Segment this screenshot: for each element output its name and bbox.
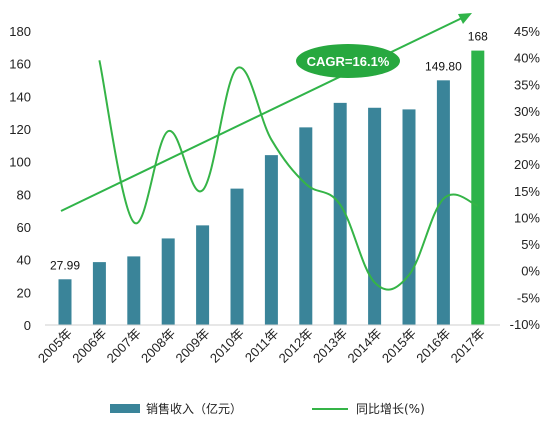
right-tick-label: 40% bbox=[514, 51, 540, 66]
bar bbox=[196, 225, 210, 325]
legend: 销售收入（亿元） 同比增长(%) bbox=[110, 401, 425, 416]
right-tick-label: 20% bbox=[514, 157, 540, 172]
cagr-label: CAGR=16.1% bbox=[307, 54, 390, 69]
growth-line bbox=[98, 60, 479, 291]
trend-arrow-line bbox=[60, 17, 463, 212]
x-tick-label: 2010年 bbox=[207, 326, 247, 366]
right-tick-label: 45% bbox=[514, 24, 540, 39]
right-tick-label: -5% bbox=[517, 290, 541, 305]
bar bbox=[92, 262, 106, 325]
right-axis-ticks: -10% -5% 0% 5% 10% 15% 20% 25% 30% 35% 40% 45% bbox=[510, 24, 541, 332]
x-tick-label: 2017年 bbox=[448, 326, 488, 366]
left-tick-label: 80 bbox=[17, 187, 31, 202]
legend-bar-label: 销售收入（亿元） bbox=[146, 401, 242, 416]
left-tick-label: 40 bbox=[17, 253, 31, 268]
right-tick-label: 35% bbox=[514, 77, 540, 92]
left-tick-label: 180 bbox=[9, 24, 31, 39]
cagr-trend-arrow bbox=[60, 13, 472, 212]
x-tick-label: 2009年 bbox=[172, 326, 212, 366]
right-tick-label: 25% bbox=[514, 131, 540, 146]
bar bbox=[161, 238, 175, 325]
x-tick-label: 2015年 bbox=[379, 326, 419, 366]
right-tick-label: 15% bbox=[514, 184, 540, 199]
trend-arrow-head bbox=[458, 13, 472, 24]
left-tick-label: 60 bbox=[17, 220, 31, 235]
bar-series bbox=[45, 50, 500, 326]
bar bbox=[58, 279, 72, 325]
left-tick-label: 120 bbox=[9, 122, 31, 137]
x-axis-ticks: 2005年2006年2007年2008年2009年2010年2011年2012年… bbox=[35, 326, 488, 366]
bar-value-label: 149.80 bbox=[425, 59, 462, 73]
right-tick-label: 10% bbox=[514, 210, 540, 225]
x-tick-label: 2008年 bbox=[138, 326, 178, 366]
bar bbox=[264, 155, 278, 325]
right-tick-label: -10% bbox=[510, 317, 541, 332]
bar bbox=[333, 102, 347, 325]
left-tick-label: 140 bbox=[9, 89, 31, 104]
left-tick-label: 20 bbox=[17, 285, 31, 300]
bar bbox=[368, 107, 382, 326]
bar bbox=[230, 188, 244, 325]
x-tick-label: 2006年 bbox=[69, 326, 109, 366]
cagr-annotation: CAGR=16.1% bbox=[296, 44, 400, 78]
bar-value-label: 168 bbox=[468, 30, 488, 44]
x-tick-label: 2005年 bbox=[35, 326, 75, 366]
right-tick-label: 5% bbox=[521, 237, 540, 252]
left-tick-label: 160 bbox=[9, 57, 31, 72]
bar bbox=[471, 50, 485, 325]
legend-line-label: 同比增长(%) bbox=[356, 402, 425, 416]
left-tick-label: 0 bbox=[24, 318, 31, 333]
bar bbox=[436, 80, 450, 326]
right-tick-label: 0% bbox=[521, 264, 540, 279]
x-tick-label: 2013年 bbox=[310, 326, 350, 366]
bar bbox=[299, 127, 313, 325]
bar bbox=[127, 256, 141, 325]
bar bbox=[402, 109, 416, 326]
right-tick-label: 30% bbox=[514, 104, 540, 119]
data-labels: 27.99 149.80 168 bbox=[50, 30, 488, 273]
x-tick-label: 2016年 bbox=[413, 326, 453, 366]
bar-value-label: 27.99 bbox=[50, 258, 80, 272]
left-tick-label: 100 bbox=[9, 155, 31, 170]
x-tick-label: 2012年 bbox=[276, 326, 316, 366]
cagr-bubble bbox=[296, 44, 400, 78]
x-tick-label: 2014年 bbox=[344, 326, 384, 366]
legend-bar-swatch bbox=[110, 404, 140, 413]
x-tick-label: 2007年 bbox=[104, 326, 144, 366]
left-axis-ticks: 0 20 40 60 80 100 120 140 160 180 bbox=[9, 24, 31, 333]
growth-line-series bbox=[98, 60, 479, 291]
x-tick-label: 2011年 bbox=[242, 326, 282, 366]
